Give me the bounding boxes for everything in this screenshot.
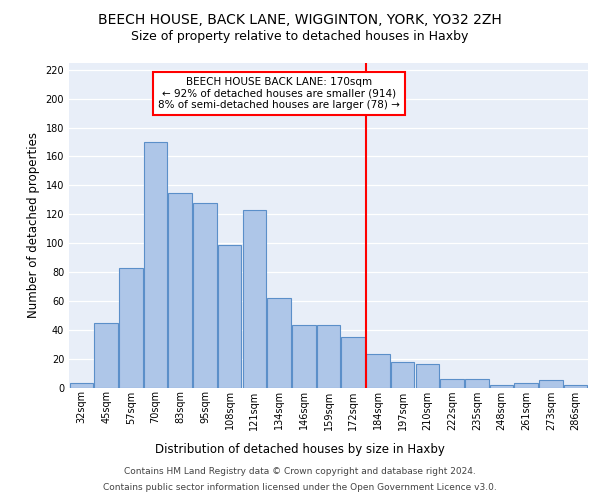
- Bar: [70, 383, 93, 388]
- Y-axis label: Number of detached properties: Number of detached properties: [27, 132, 40, 318]
- Bar: [317, 326, 340, 388]
- Bar: [268, 298, 291, 388]
- Bar: [94, 322, 118, 388]
- Text: Distribution of detached houses by size in Haxby: Distribution of detached houses by size …: [155, 442, 445, 456]
- Bar: [218, 244, 241, 388]
- Bar: [440, 379, 464, 388]
- Bar: [119, 268, 143, 388]
- Text: Contains public sector information licensed under the Open Government Licence v3: Contains public sector information licen…: [103, 483, 497, 492]
- Bar: [465, 379, 488, 388]
- Bar: [193, 202, 217, 388]
- Text: BEECH HOUSE BACK LANE: 170sqm
← 92% of detached houses are smaller (914)
8% of s: BEECH HOUSE BACK LANE: 170sqm ← 92% of d…: [158, 77, 400, 110]
- Bar: [490, 384, 513, 388]
- Bar: [391, 362, 415, 388]
- Bar: [292, 326, 316, 388]
- Bar: [564, 384, 587, 388]
- Bar: [341, 337, 365, 388]
- Bar: [169, 192, 192, 388]
- Bar: [366, 354, 389, 388]
- Bar: [539, 380, 563, 388]
- Bar: [514, 383, 538, 388]
- Bar: [416, 364, 439, 388]
- Bar: [144, 142, 167, 388]
- Text: Size of property relative to detached houses in Haxby: Size of property relative to detached ho…: [131, 30, 469, 43]
- Text: BEECH HOUSE, BACK LANE, WIGGINTON, YORK, YO32 2ZH: BEECH HOUSE, BACK LANE, WIGGINTON, YORK,…: [98, 12, 502, 26]
- Bar: [242, 210, 266, 388]
- Text: Contains HM Land Registry data © Crown copyright and database right 2024.: Contains HM Land Registry data © Crown c…: [124, 467, 476, 476]
